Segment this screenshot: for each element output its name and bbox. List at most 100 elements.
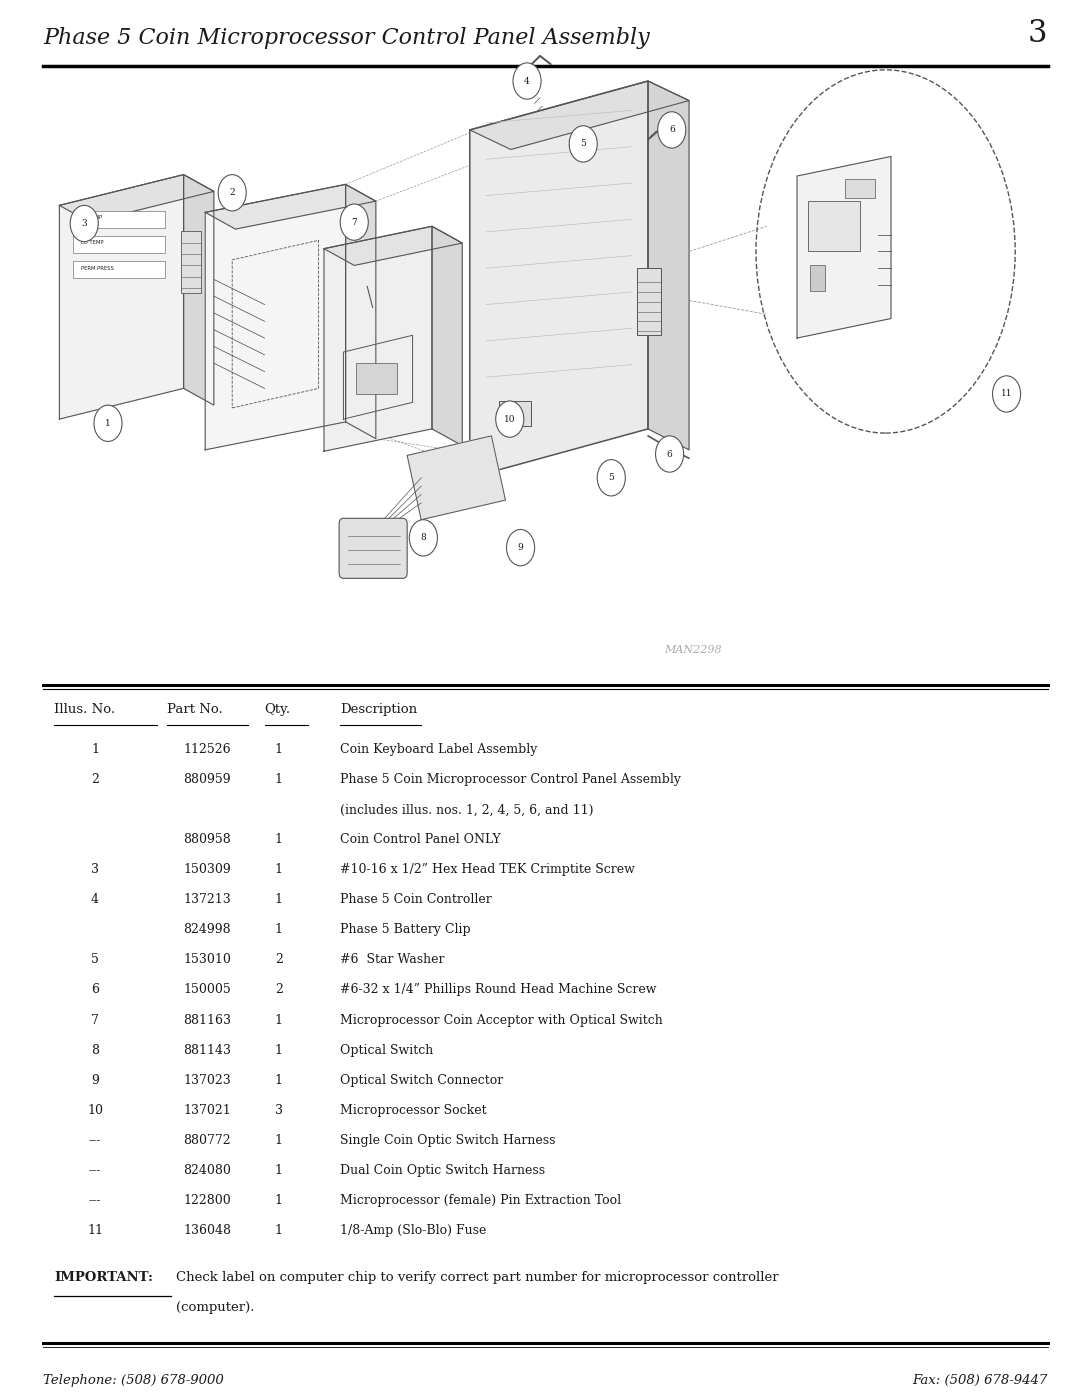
Bar [73, 236, 165, 253]
Polygon shape [59, 175, 214, 222]
Text: 5: 5 [608, 474, 615, 482]
Text: 9: 9 [517, 543, 524, 552]
Text: Check label on computer chip to verify correct part number for microprocessor co: Check label on computer chip to verify c… [176, 1271, 779, 1284]
Bar [808, 201, 860, 251]
Text: 824998: 824998 [184, 923, 231, 936]
Text: 150309: 150309 [184, 863, 231, 876]
Text: 1: 1 [274, 774, 283, 787]
Text: (computer).: (computer). [176, 1302, 255, 1315]
Text: Illus. No.: Illus. No. [54, 703, 116, 715]
Text: 2: 2 [229, 189, 235, 197]
Text: 881143: 881143 [184, 1044, 231, 1056]
Text: 1: 1 [105, 419, 111, 427]
Circle shape [507, 529, 535, 566]
Text: 137021: 137021 [184, 1104, 231, 1116]
Text: 1: 1 [274, 1133, 283, 1147]
Text: 11: 11 [1001, 390, 1012, 398]
Text: 10: 10 [504, 415, 515, 423]
Text: 5: 5 [91, 953, 99, 967]
Text: 153010: 153010 [184, 953, 231, 967]
Text: 1: 1 [274, 1073, 283, 1087]
Circle shape [597, 460, 625, 496]
Text: 3: 3 [91, 863, 99, 876]
Circle shape [993, 376, 1021, 412]
Text: 3: 3 [81, 219, 87, 228]
Text: 880958: 880958 [184, 833, 231, 847]
Bar [181, 231, 201, 293]
Circle shape [658, 112, 686, 148]
Text: ---: --- [89, 1133, 102, 1147]
Polygon shape [648, 81, 689, 450]
Text: 7: 7 [351, 218, 357, 226]
Text: 824080: 824080 [184, 1164, 231, 1176]
Bar [845, 179, 875, 198]
Text: Description: Description [340, 703, 417, 715]
Text: 4: 4 [91, 894, 99, 907]
Text: Phase 5 Coin Controller: Phase 5 Coin Controller [340, 894, 492, 907]
Text: Fax: (508) 678-9447: Fax: (508) 678-9447 [913, 1373, 1048, 1387]
Text: Telephone: (508) 678-9000: Telephone: (508) 678-9000 [43, 1373, 224, 1387]
Text: 881163: 881163 [184, 1013, 231, 1027]
Text: Microprocessor Socket: Microprocessor Socket [340, 1104, 487, 1116]
Bar [73, 211, 165, 228]
Circle shape [496, 401, 524, 437]
Text: 1: 1 [274, 743, 283, 756]
Text: 3: 3 [1028, 18, 1048, 49]
Circle shape [340, 204, 368, 240]
Text: 10: 10 [87, 1104, 103, 1116]
Text: Phase 5 Coin Microprocessor Control Panel Assembly: Phase 5 Coin Microprocessor Control Pane… [43, 27, 650, 49]
Bar [356, 363, 397, 394]
Text: ---: --- [89, 1193, 102, 1207]
Text: 5: 5 [580, 140, 586, 148]
Text: 2: 2 [274, 983, 283, 996]
Text: 6: 6 [91, 983, 99, 996]
Text: MAN2298: MAN2298 [664, 644, 721, 655]
Text: Dual Coin Optic Switch Harness: Dual Coin Optic Switch Harness [340, 1164, 545, 1176]
Text: 1: 1 [274, 1193, 283, 1207]
Text: 6: 6 [666, 450, 673, 458]
Circle shape [656, 436, 684, 472]
Polygon shape [346, 184, 376, 439]
Text: 7: 7 [91, 1013, 99, 1027]
Text: #10-16 x 1/2” Hex Head TEK Crimptite Screw: #10-16 x 1/2” Hex Head TEK Crimptite Scr… [340, 863, 635, 876]
Text: 11: 11 [87, 1224, 103, 1236]
Text: #6  Star Washer: #6 Star Washer [340, 953, 445, 967]
Text: ---: --- [89, 1164, 102, 1176]
Circle shape [70, 205, 98, 242]
Polygon shape [432, 226, 462, 446]
Polygon shape [59, 175, 184, 419]
Text: 1: 1 [274, 923, 283, 936]
Text: 1: 1 [274, 1224, 283, 1236]
Text: Optical Switch: Optical Switch [340, 1044, 433, 1056]
Text: 1: 1 [274, 863, 283, 876]
Text: 1: 1 [274, 894, 283, 907]
Text: 2: 2 [274, 953, 283, 967]
Text: PERM PRESS: PERM PRESS [81, 265, 113, 271]
Text: Phase 5 Battery Clip: Phase 5 Battery Clip [340, 923, 471, 936]
Text: Optical Switch Connector: Optical Switch Connector [340, 1073, 503, 1087]
Bar [499, 401, 531, 426]
Text: 1: 1 [274, 1013, 283, 1027]
Polygon shape [205, 184, 346, 450]
Text: 1: 1 [91, 743, 99, 756]
Polygon shape [324, 226, 462, 265]
FancyBboxPatch shape [339, 518, 407, 578]
Polygon shape [184, 175, 214, 405]
Circle shape [409, 520, 437, 556]
Text: 880772: 880772 [184, 1133, 231, 1147]
Text: Microprocessor Coin Acceptor with Optical Switch: Microprocessor Coin Acceptor with Optica… [340, 1013, 663, 1027]
Text: Microprocessor (female) Pin Extraction Tool: Microprocessor (female) Pin Extraction T… [340, 1193, 621, 1207]
Text: 112526: 112526 [184, 743, 231, 756]
Polygon shape [797, 156, 891, 338]
Text: Coin Keyboard Label Assembly: Coin Keyboard Label Assembly [340, 743, 538, 756]
Polygon shape [324, 226, 432, 451]
Text: 2: 2 [91, 774, 99, 787]
Text: Phase 5 Coin Microprocessor Control Panel Assembly: Phase 5 Coin Microprocessor Control Pane… [340, 774, 681, 787]
Text: 137023: 137023 [184, 1073, 231, 1087]
Circle shape [569, 126, 597, 162]
Text: HI TEMP: HI TEMP [81, 215, 103, 221]
Text: Part No.: Part No. [167, 703, 224, 715]
Text: LO TEMP: LO TEMP [81, 240, 104, 246]
Text: 150005: 150005 [184, 983, 231, 996]
Bar [810, 265, 825, 291]
